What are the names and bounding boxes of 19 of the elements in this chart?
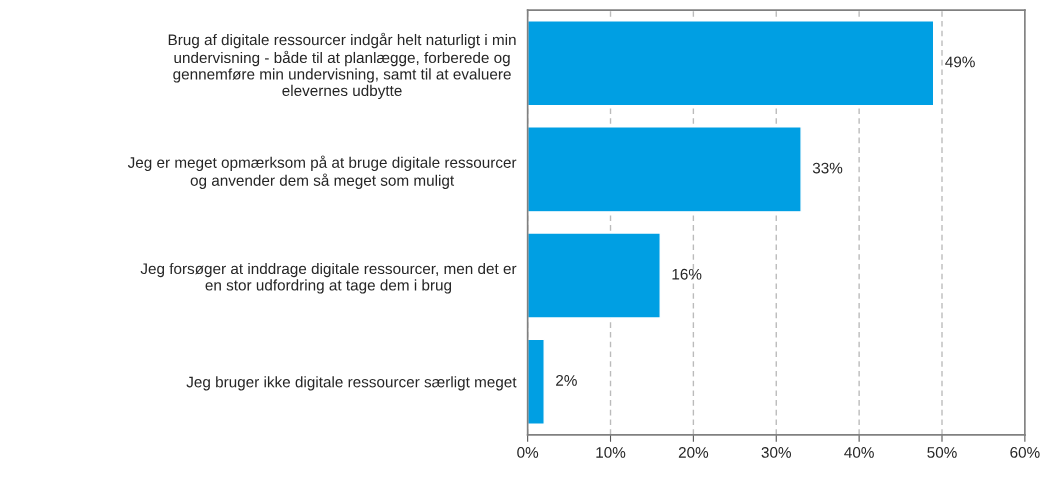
bar [527, 126, 802, 213]
data-label: 33% [812, 162, 843, 174]
bar [527, 20, 935, 107]
x-tick-label: 30% [761, 447, 792, 458]
x-tick-label: 0% [517, 447, 539, 458]
y-tick-label: Brug af digitale ressourcer indgår helt naturligt i min undervisning - både til at planlægge, forberede og gennemføre min undervisning, samt til at evaluere elevernes udbytte [168, 32, 516, 100]
x-tick-label: 40% [844, 447, 874, 458]
y-tick-label: Jeg er meget opmærksom på at bruge digitale ressourcer og anvender dem så meget som muligt [127, 155, 517, 189]
data-label: 49% [945, 56, 975, 68]
x-tick-label: 50% [927, 447, 957, 458]
bar [527, 232, 661, 319]
y-tick-label: Jeg bruger ikke digitale ressourcer særligt meget [186, 376, 517, 391]
x-tick-label: 10% [596, 447, 626, 458]
data-label: 16% [672, 268, 702, 280]
x-tick-label: 60% [1010, 447, 1040, 458]
x-tick-label: 20% [678, 447, 709, 458]
bar [527, 338, 545, 425]
y-tick-label: Jeg forsøger at inddrage digitale ressourcer, men det er en stor udfordring at tage dem i brug [140, 262, 517, 294]
data-label: 2% [556, 375, 577, 386]
